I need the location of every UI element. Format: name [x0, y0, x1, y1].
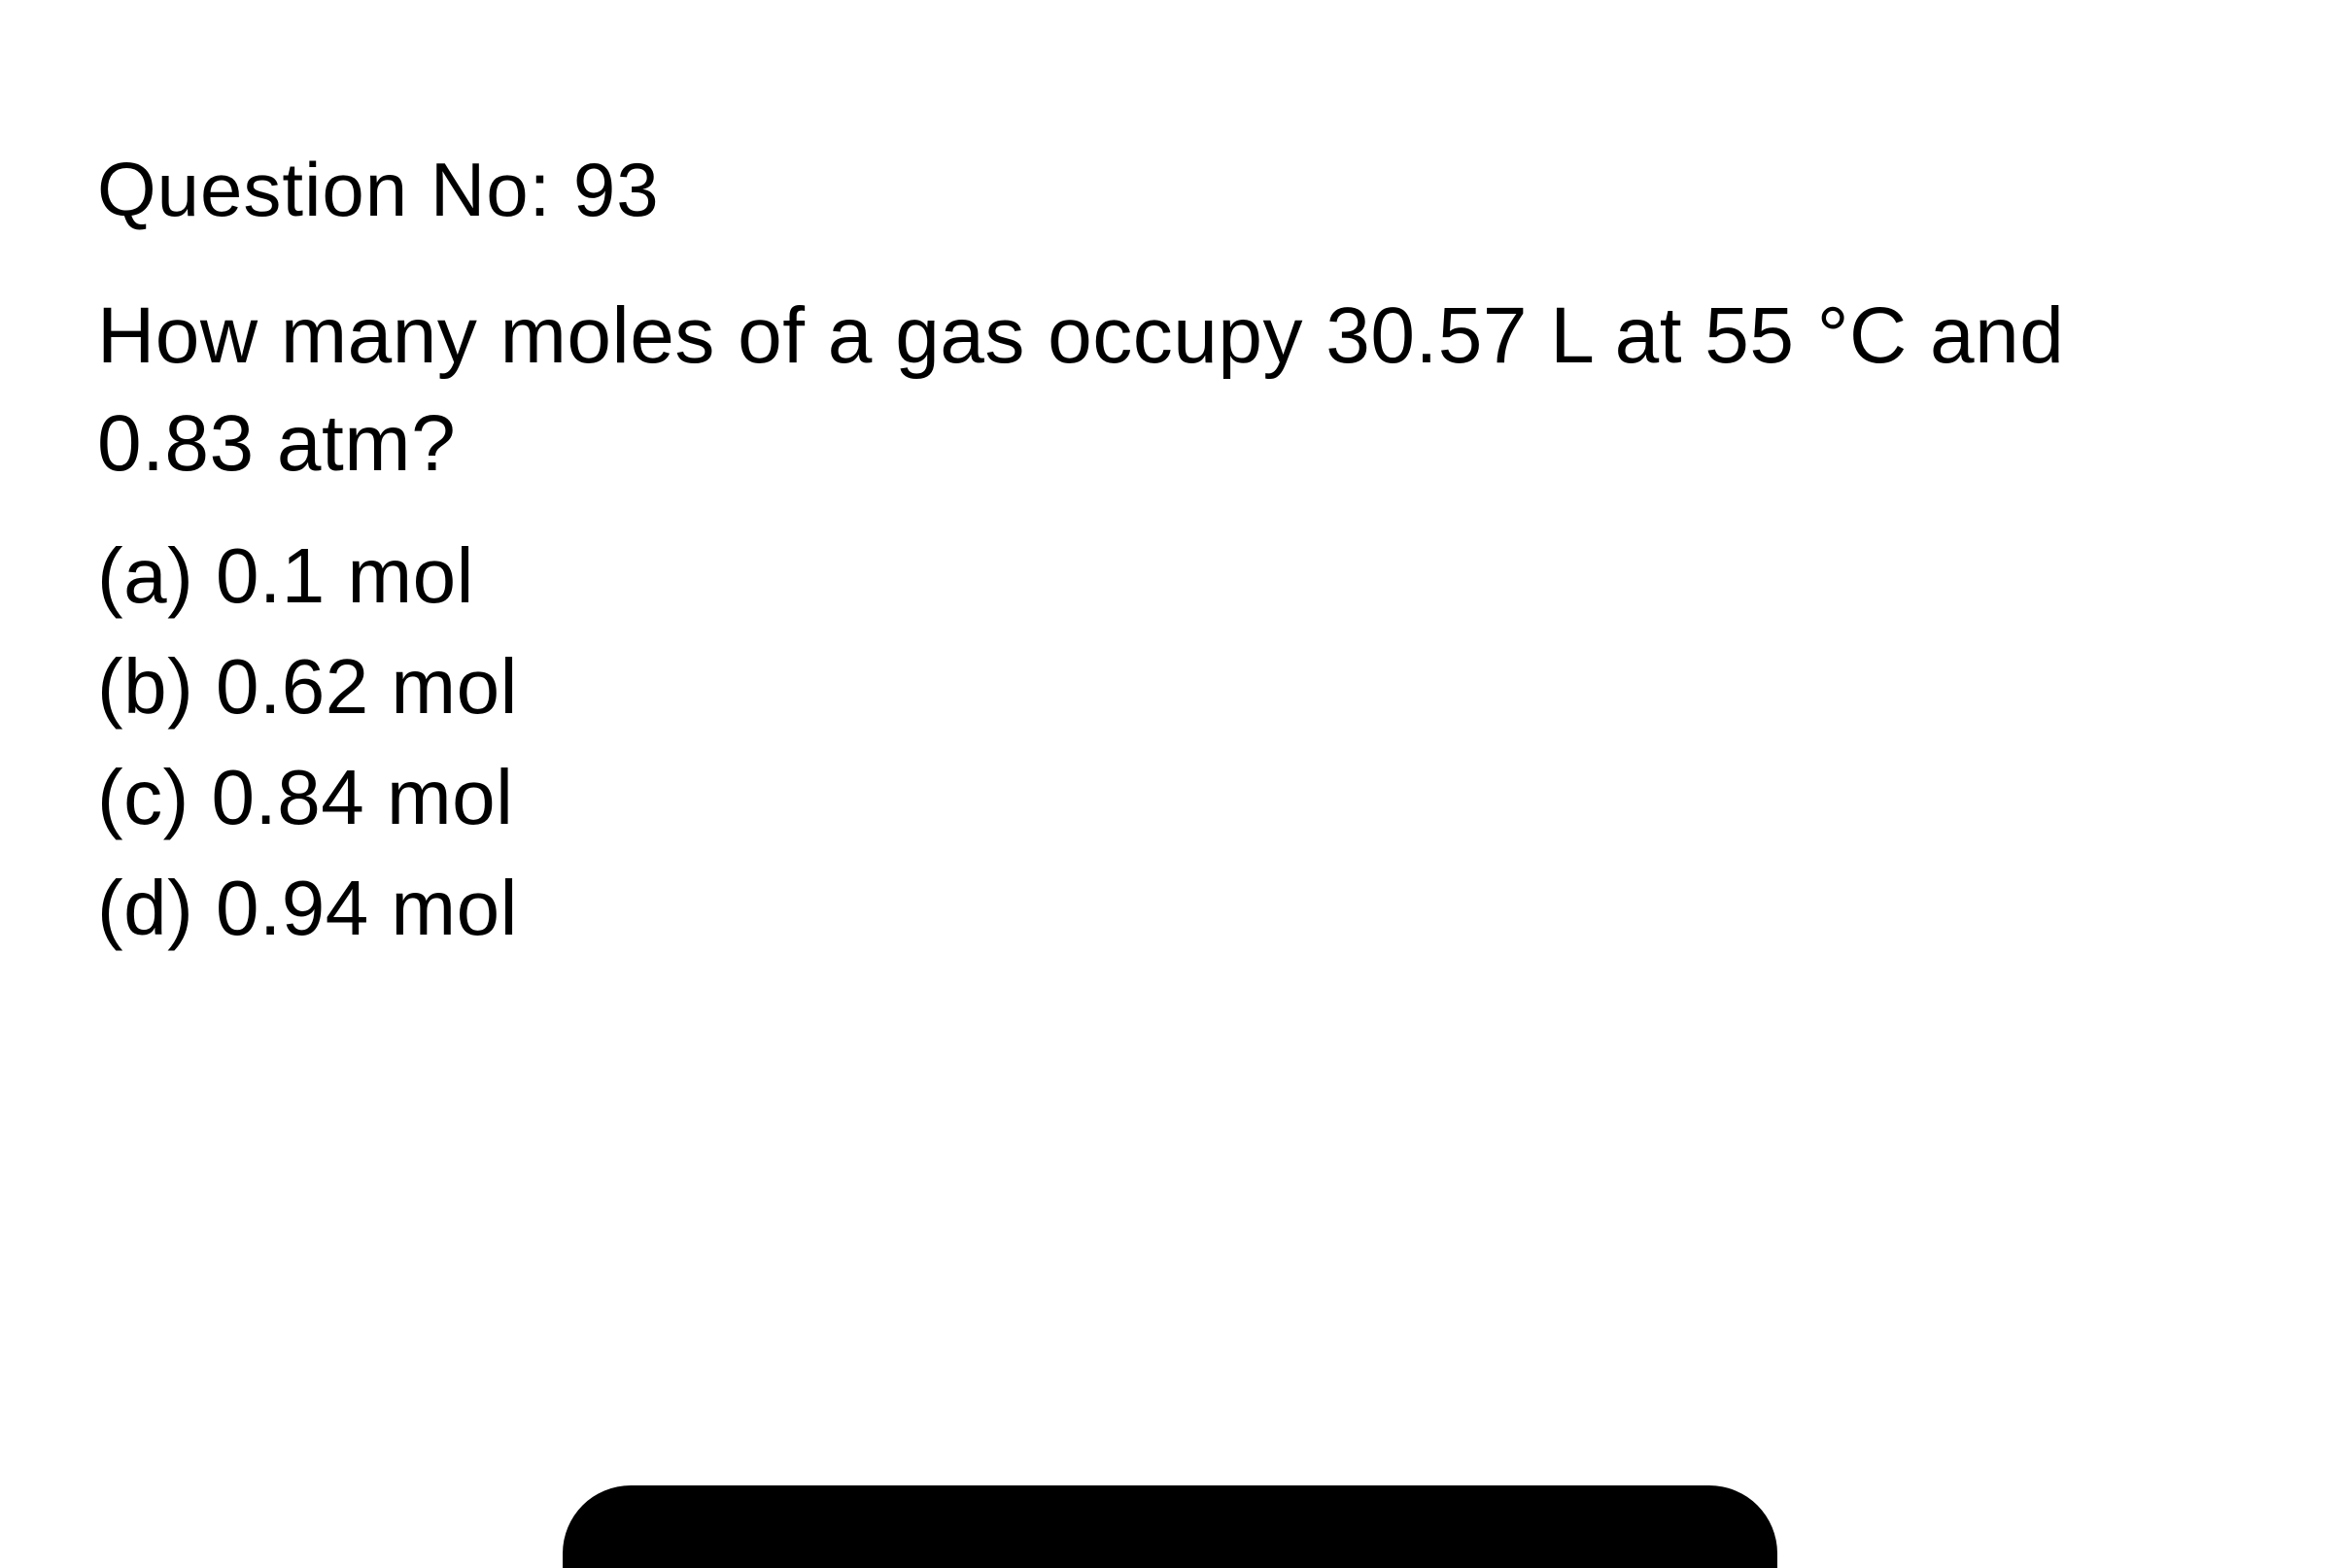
option-d[interactable]: (d) 0.94 mol: [97, 864, 2243, 953]
bottom-bar: [563, 1485, 1777, 1568]
option-a[interactable]: (a) 0.1 mol: [97, 531, 2243, 621]
option-c[interactable]: (c) 0.84 mol: [97, 753, 2243, 842]
question-text: How many moles of a gas occupy 30.57 L a…: [97, 283, 2243, 497]
options-container: (a) 0.1 mol (b) 0.62 mol (c) 0.84 mol (d…: [97, 531, 2243, 953]
question-header: Question No: 93: [97, 146, 2243, 234]
option-b[interactable]: (b) 0.62 mol: [97, 642, 2243, 732]
